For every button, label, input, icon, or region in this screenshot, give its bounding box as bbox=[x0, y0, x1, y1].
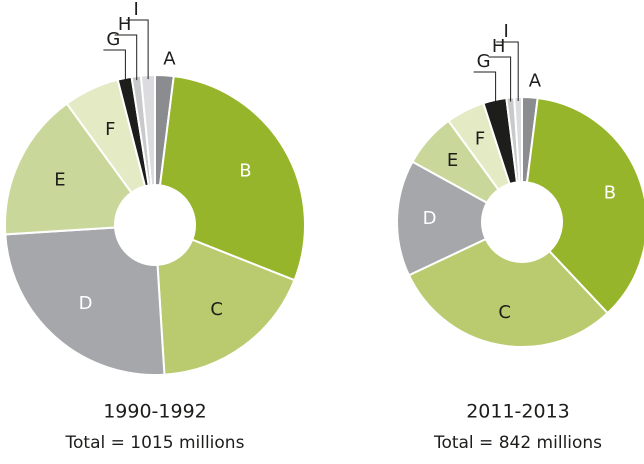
slice-label: H bbox=[118, 14, 132, 35]
slice-label: G bbox=[106, 29, 120, 50]
leader-line bbox=[473, 71, 497, 104]
slice-label: H bbox=[492, 36, 506, 57]
slice-label: F bbox=[475, 129, 485, 150]
slice-label: F bbox=[105, 119, 115, 140]
slice-label: E bbox=[54, 169, 65, 190]
slice-label: C bbox=[498, 302, 511, 323]
slice-label: I bbox=[504, 21, 509, 42]
leader-line bbox=[126, 19, 149, 80]
slice bbox=[4, 102, 133, 236]
slice-label: D bbox=[79, 293, 93, 314]
slice bbox=[156, 238, 296, 376]
slice bbox=[4, 226, 166, 376]
slice-label: A bbox=[529, 70, 542, 91]
slice-label: B bbox=[239, 161, 251, 182]
slice bbox=[513, 95, 523, 184]
leader-line bbox=[114, 34, 138, 81]
slice bbox=[407, 237, 609, 348]
chart-title: 1990-1992 bbox=[103, 401, 207, 423]
chart-subtitle: Total = 1015 millions bbox=[65, 433, 245, 453]
leader-line bbox=[496, 41, 519, 102]
slice-label: E bbox=[447, 150, 458, 171]
slice-label: C bbox=[210, 299, 223, 320]
slice bbox=[525, 96, 644, 315]
chart-subtitle: Total = 842 millions bbox=[433, 433, 602, 453]
slice bbox=[158, 75, 306, 282]
slice bbox=[139, 73, 156, 187]
leader-line bbox=[103, 49, 126, 83]
slice bbox=[396, 160, 489, 277]
leader-line bbox=[488, 56, 512, 102]
slice-label: G bbox=[477, 51, 491, 72]
slice-label: I bbox=[133, 0, 138, 20]
slice-label: D bbox=[423, 208, 437, 229]
chart-title: 2011-2013 bbox=[466, 401, 570, 423]
slice-label: B bbox=[604, 182, 616, 203]
slice-label: A bbox=[163, 48, 176, 69]
